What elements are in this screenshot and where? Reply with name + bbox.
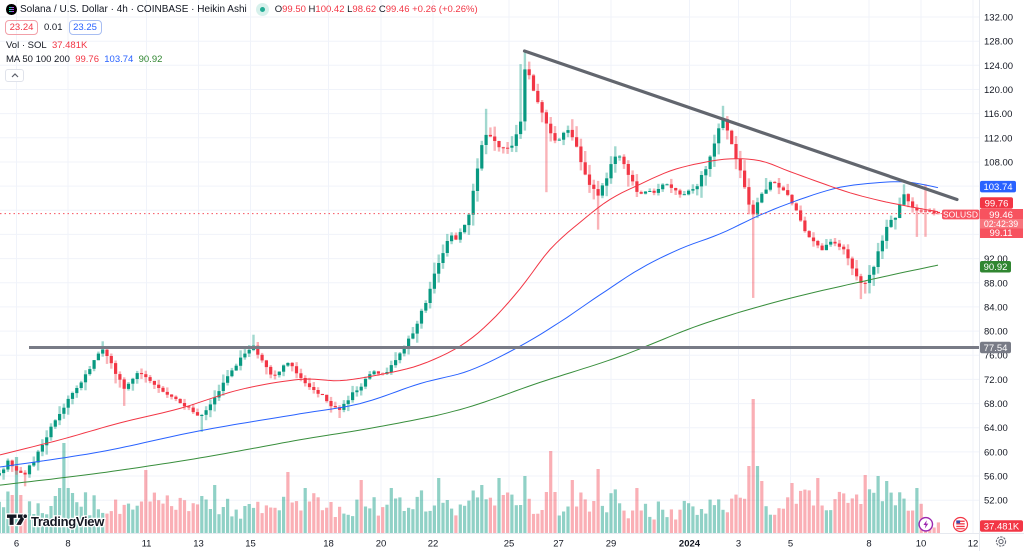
svg-text:10: 10 (916, 539, 927, 550)
svg-text:64.00: 64.00 (984, 423, 1008, 434)
svg-text:120.00: 120.00 (984, 85, 1013, 96)
svg-text:56.00: 56.00 (984, 472, 1008, 483)
svg-text:TradingView: TradingView (31, 514, 105, 529)
svg-text:8: 8 (866, 539, 871, 550)
svg-text:29: 29 (606, 539, 617, 550)
svg-text:72.00: 72.00 (984, 375, 1008, 386)
svg-text:02:42:39: 02:42:39 (984, 219, 1018, 229)
svg-text:76.00: 76.00 (984, 351, 1008, 362)
svg-text:108.00: 108.00 (984, 158, 1013, 169)
svg-text:22: 22 (428, 539, 439, 550)
svg-text:103.74: 103.74 (983, 182, 1012, 193)
svg-text:5: 5 (788, 539, 793, 550)
svg-text:77.54: 77.54 (984, 343, 1008, 354)
svg-text:18: 18 (323, 539, 334, 550)
svg-text:37.481K: 37.481K (984, 521, 1020, 532)
svg-text:8: 8 (65, 539, 70, 550)
svg-text:12: 12 (968, 539, 979, 550)
svg-text:20: 20 (376, 539, 387, 550)
svg-text:84.00: 84.00 (984, 302, 1008, 313)
svg-text:90.92: 90.92 (984, 262, 1008, 273)
svg-text:13: 13 (193, 539, 204, 550)
svg-text:88.00: 88.00 (984, 278, 1008, 289)
svg-text:15: 15 (245, 539, 256, 550)
svg-text:60.00: 60.00 (984, 447, 1008, 458)
svg-text:92.00: 92.00 (984, 254, 1008, 265)
svg-text:6: 6 (14, 539, 19, 550)
svg-text:124.00: 124.00 (984, 61, 1013, 72)
svg-text:SOLUSD: SOLUSD (943, 209, 978, 219)
svg-text:52.00: 52.00 (984, 496, 1008, 507)
svg-text:11: 11 (142, 539, 152, 550)
svg-text:132.00: 132.00 (984, 13, 1013, 24)
svg-text:99.11: 99.11 (989, 228, 1012, 239)
svg-text:128.00: 128.00 (984, 37, 1013, 48)
svg-text:116.00: 116.00 (984, 109, 1012, 120)
svg-text:99.76: 99.76 (985, 198, 1009, 209)
svg-text:68.00: 68.00 (984, 399, 1008, 410)
svg-text:112.00: 112.00 (984, 133, 1012, 144)
svg-text:3: 3 (736, 539, 741, 550)
svg-text:80.00: 80.00 (984, 327, 1008, 338)
svg-text:27: 27 (553, 539, 564, 550)
svg-text:25: 25 (504, 539, 515, 550)
svg-text:99.46: 99.46 (989, 210, 1013, 221)
svg-text:2024: 2024 (679, 539, 701, 550)
